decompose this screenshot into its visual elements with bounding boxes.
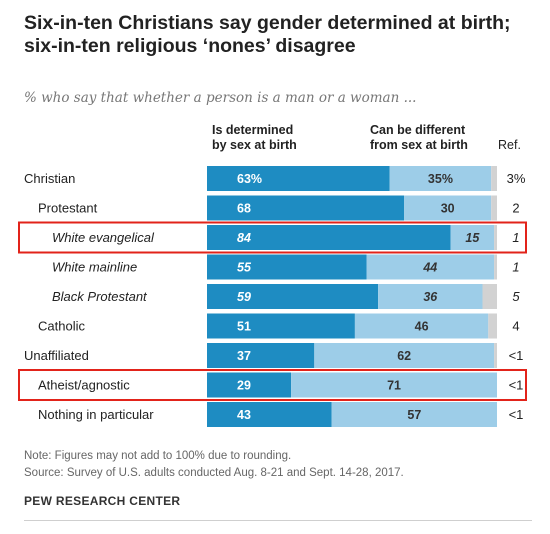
title-line-1: Six-in-ten Christians say gender determi… <box>24 12 511 34</box>
data-label-different-unaffiliated: 62 <box>397 349 411 363</box>
category-label-black-protestant: Black Protestant <box>52 289 148 304</box>
bar-refused-white-evangelical <box>494 225 497 250</box>
data-label-determined-atheist-agnostic: 29 <box>237 379 251 393</box>
bottom-divider <box>24 520 532 521</box>
bar-different-unaffiliated <box>314 343 495 368</box>
column-header-determined: Is determined by sex at birth <box>212 123 362 153</box>
data-label-different-nothing-in-particular: 57 <box>407 408 421 422</box>
category-label-protestant: Protestant <box>38 201 98 216</box>
category-label-catholic: Catholic <box>38 319 85 334</box>
column-header-different-line-2: from sex at birth <box>370 138 468 152</box>
bar-different-protestant <box>404 195 492 221</box>
category-label-white-mainline: White mainline <box>52 260 137 275</box>
refused-value-nothing-in-particular: <1 <box>509 407 524 422</box>
column-header-refused: Ref. <box>498 138 521 152</box>
column-header-determined-line-1: Is determined <box>212 123 294 137</box>
bar-determined-black-protestant <box>207 284 379 309</box>
data-label-different-black-protestant: 36 <box>423 290 438 304</box>
refused-value-catholic: 4 <box>512 319 519 334</box>
data-label-determined-white-evangelical: 84 <box>237 231 251 245</box>
bar-determined-atheist-agnostic <box>207 372 292 398</box>
note-text: Note: Figures may not add to 100% due to… <box>24 450 292 462</box>
bar-determined-christian <box>207 166 390 191</box>
bar-refused-black-protestant <box>482 284 497 309</box>
data-label-determined-christian: 63% <box>237 172 262 186</box>
refused-value-black-protestant: 5 <box>512 289 520 304</box>
refused-value-protestant: 2 <box>512 201 519 216</box>
highlight-box-atheist-agnostic <box>18 369 527 401</box>
bar-refused-protestant <box>491 195 497 221</box>
data-label-different-christian: 35% <box>428 172 453 186</box>
stacked-bar-chart: Christian 63% 35% 3% Protestant 68 30 2 White ev… <box>18 166 527 427</box>
bar-refused-unaffiliated <box>494 343 497 368</box>
refused-value-unaffiliated: <1 <box>509 348 524 363</box>
column-header-different: Can be different from sex at birth <box>370 123 500 153</box>
data-label-different-catholic: 46 <box>415 320 429 334</box>
title-line-2: six-in-ten religious ‘nones’ disagree <box>24 35 356 57</box>
bar-different-christian <box>389 166 492 191</box>
data-label-different-white-evangelical: 15 <box>465 231 480 245</box>
bar-different-black-protestant <box>378 284 483 309</box>
bar-different-catholic <box>354 313 489 339</box>
column-header-different-line-1: Can be different <box>370 123 466 137</box>
chart-title: Six-in-ten Christians say gender determi… <box>24 12 534 58</box>
category-label-atheist-agnostic: Atheist/agnostic <box>38 378 130 393</box>
bar-different-white-evangelical <box>450 225 495 250</box>
bar-determined-nothing-in-particular <box>207 402 332 427</box>
category-label-white-evangelical: White evangelical <box>52 230 155 245</box>
source-text: Source: Survey of U.S. adults conducted … <box>24 467 404 479</box>
data-label-determined-nothing-in-particular: 43 <box>237 408 251 422</box>
data-label-different-atheist-agnostic: 71 <box>387 379 401 393</box>
data-label-different-protestant: 30 <box>441 202 455 216</box>
bar-different-nothing-in-particular <box>331 402 497 427</box>
refused-value-white-mainline: 1 <box>512 260 519 275</box>
bar-refused-catholic <box>488 313 497 339</box>
data-label-determined-unaffiliated: 37 <box>237 349 251 363</box>
data-label-determined-catholic: 51 <box>237 320 251 334</box>
bar-different-white-mainline <box>366 254 495 280</box>
category-label-nothing-in-particular: Nothing in particular <box>38 407 154 422</box>
category-label-christian: Christian <box>24 171 75 186</box>
source-organization: PEW RESEARCH CENTER <box>24 494 181 508</box>
highlight-box-white-evangelical <box>18 221 527 254</box>
refused-value-white-evangelical: 1 <box>512 230 519 245</box>
bar-determined-catholic <box>207 313 355 339</box>
bar-refused-white-mainline <box>494 254 497 280</box>
refused-value-christian: 3% <box>507 171 526 186</box>
bar-different-atheist-agnostic <box>291 372 497 398</box>
chart-subtitle: % who say that whether a person is a man… <box>24 90 417 106</box>
data-label-determined-white-mainline: 55 <box>237 261 252 275</box>
data-label-different-white-mainline: 44 <box>422 261 437 275</box>
bar-determined-unaffiliated <box>207 343 315 368</box>
category-label-unaffiliated: Unaffiliated <box>24 348 89 363</box>
data-label-determined-protestant: 68 <box>237 202 251 216</box>
bar-refused-christian <box>491 166 497 191</box>
bar-determined-white-mainline <box>207 254 367 280</box>
bar-determined-protestant <box>207 195 405 221</box>
refused-value-atheist-agnostic: <1 <box>509 378 524 393</box>
data-label-determined-black-protestant: 59 <box>237 290 251 304</box>
bar-determined-white-evangelical <box>207 225 451 250</box>
column-header-determined-line-2: by sex at birth <box>212 138 297 152</box>
